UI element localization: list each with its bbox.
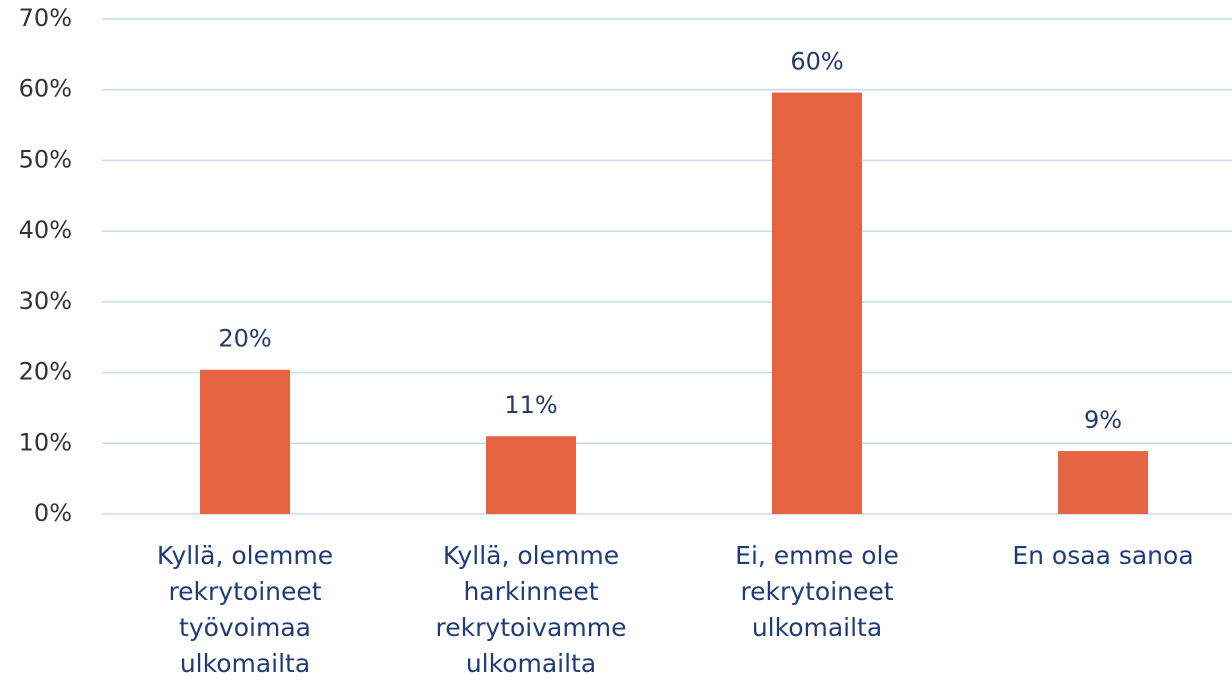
x-tick-label: Kyllä, olemme rekrytoineet työvoimaa ulk… <box>156 541 334 678</box>
data-label: 60% <box>790 48 843 76</box>
bar <box>486 436 576 514</box>
x-tick-label: En osaa sanoa <box>1012 541 1194 570</box>
y-tick-label: 0% <box>34 499 72 527</box>
data-label: 9% <box>1084 406 1122 434</box>
data-label: 11% <box>504 391 557 419</box>
y-tick-label: 50% <box>19 145 72 173</box>
y-tick-label: 30% <box>19 287 72 315</box>
y-tick-label: 70% <box>19 4 72 32</box>
x-tick-label: Ei, emme ole rekrytoineet ulkomailta <box>735 541 899 642</box>
data-label: 20% <box>218 325 271 353</box>
bar <box>772 92 862 515</box>
y-tick-label: 40% <box>19 216 72 244</box>
x-tick-label: Kyllä, olemme harkinneet rekrytoivamme u… <box>435 541 627 678</box>
y-tick-label: 10% <box>19 428 72 456</box>
y-tick-label: 20% <box>19 358 72 386</box>
y-tick-label: 60% <box>19 75 72 103</box>
bar <box>1058 451 1148 514</box>
bar <box>200 369 290 514</box>
